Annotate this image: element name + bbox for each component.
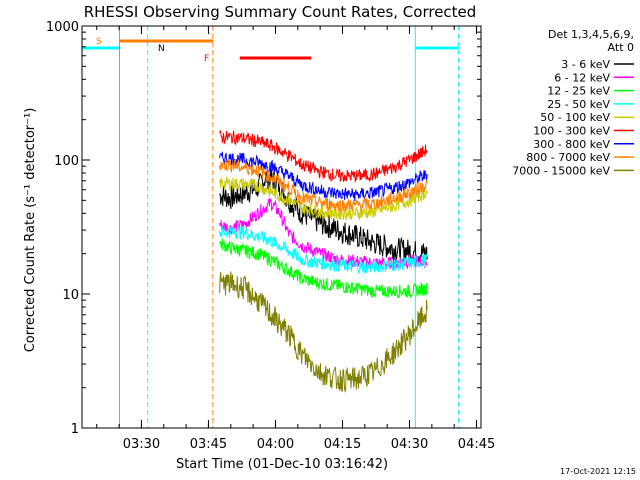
legend-label-0: 3 - 6 keV: [561, 58, 610, 71]
series-line-6: [219, 151, 428, 202]
flag-label-s: S: [96, 37, 102, 47]
chart-title: RHESSI Observing Summary Count Rates, Co…: [84, 3, 477, 21]
y-tick-label-2: 100: [54, 154, 79, 169]
legend-header-0: Det 1,3,4,5,6,9,: [548, 28, 634, 41]
x-tick-label-5: 04:45: [458, 437, 495, 452]
series-line-0: [219, 166, 428, 263]
series-line-7: [219, 158, 428, 213]
legend-label-8: 7000 - 15000 keV: [512, 164, 610, 177]
series-line-5: [219, 129, 428, 183]
legend-label-3: 25 - 50 keV: [547, 98, 610, 111]
y-axis-label: Corrected Count Rate (s⁻¹ detector⁻¹): [23, 108, 38, 353]
x-tick-label-3: 04:15: [324, 437, 361, 452]
y-tick-label-3: 1000: [46, 20, 79, 35]
timestamp: 17-Oct-2021 12:15: [560, 467, 636, 476]
x-tick-label-4: 04:30: [391, 437, 428, 452]
y-tick-label-0: 1: [71, 422, 79, 437]
x-axis-label: Start Time (01-Dec-10 03:16:42): [176, 457, 388, 472]
legend-label-4: 50 - 100 keV: [540, 111, 610, 124]
flag-label-n: N: [158, 44, 165, 54]
series-line-2: [219, 238, 428, 299]
legend-label-1: 6 - 12 keV: [554, 71, 610, 84]
legend-label-2: 12 - 25 keV: [547, 85, 610, 98]
flag-label-f: F: [204, 54, 209, 64]
x-tick-label-1: 03:45: [190, 437, 227, 452]
legend-label-7: 800 - 7000 keV: [526, 151, 610, 164]
y-tick-label-1: 10: [62, 288, 79, 303]
legend-label-5: 100 - 300 keV: [533, 125, 610, 138]
x-tick-label-0: 03:30: [123, 437, 160, 452]
series-line-8: [219, 271, 428, 393]
series-line-3: [219, 225, 428, 274]
plot-frame: [81, 25, 482, 429]
series-line-4: [219, 176, 428, 221]
legend-label-6: 300 - 800 keV: [533, 138, 610, 151]
legend-header-1: Att 0: [608, 41, 634, 54]
x-tick-label-2: 04:00: [257, 437, 294, 452]
plot-area: S N F 1 10 100 1000 03:30 03:45 04:00 04:15 04:30 04…: [46, 20, 495, 452]
